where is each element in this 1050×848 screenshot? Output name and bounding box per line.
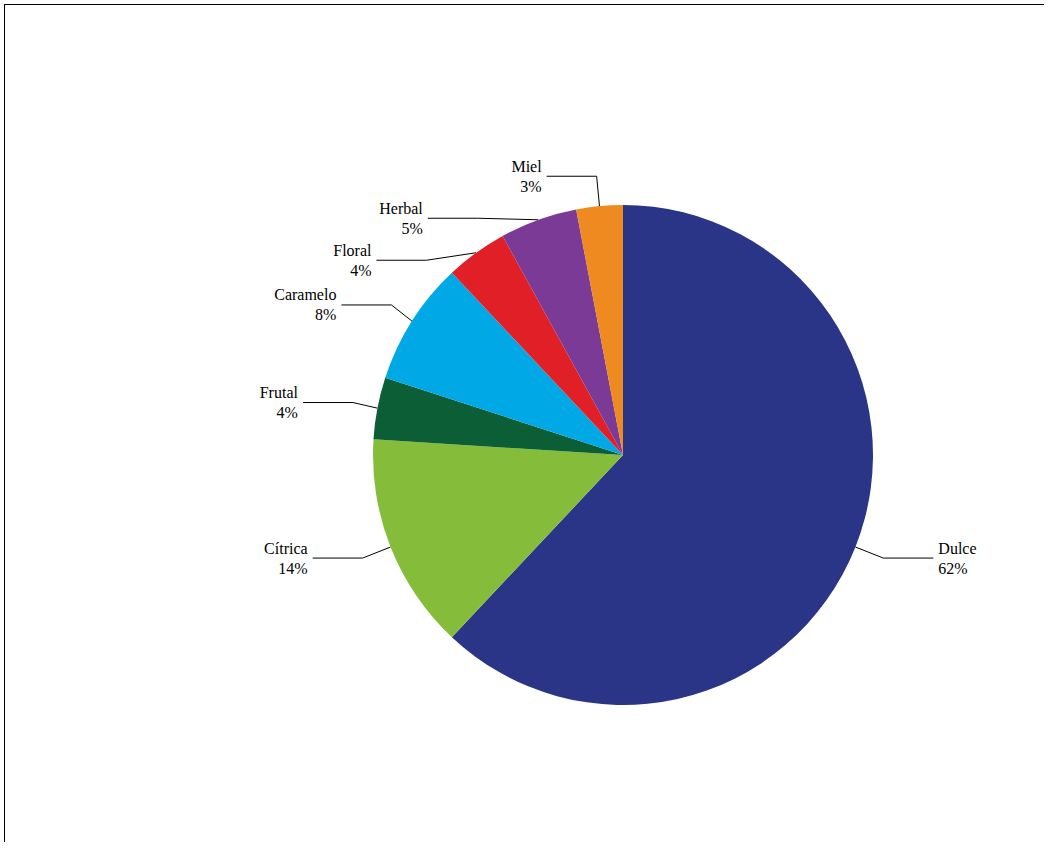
svg-text:Miel: Miel <box>511 158 542 175</box>
svg-text:Herbal: Herbal <box>379 200 423 217</box>
svg-text:4%: 4% <box>350 262 371 279</box>
svg-text:14%: 14% <box>278 560 307 577</box>
svg-text:62%: 62% <box>938 560 967 577</box>
svg-text:Dulce: Dulce <box>938 540 976 557</box>
svg-text:4%: 4% <box>277 404 298 421</box>
svg-text:Caramelo: Caramelo <box>274 286 336 303</box>
svg-text:3%: 3% <box>520 178 541 195</box>
svg-text:Floral: Floral <box>333 242 372 259</box>
svg-text:Cítrica: Cítrica <box>264 540 308 557</box>
svg-text:Frutal: Frutal <box>260 384 299 401</box>
svg-text:5%: 5% <box>401 220 422 237</box>
svg-text:8%: 8% <box>315 306 336 323</box>
